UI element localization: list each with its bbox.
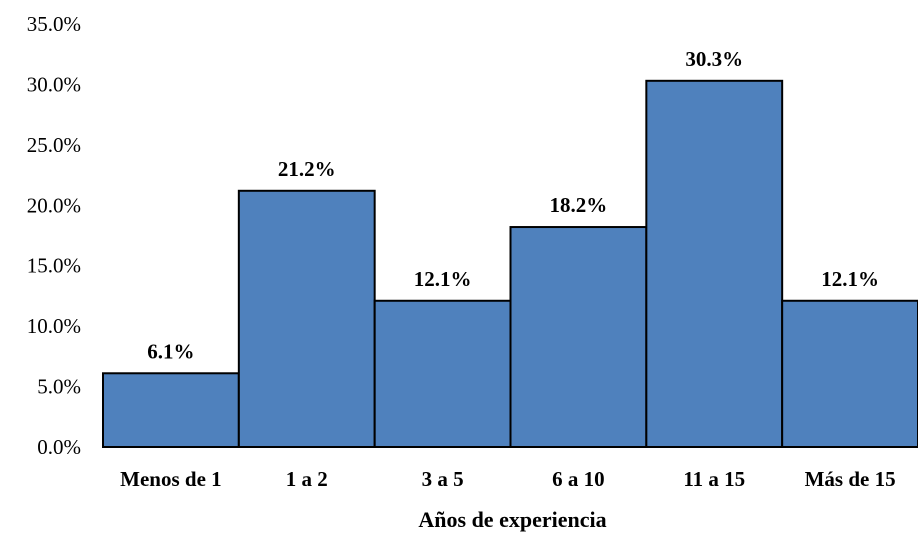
bar	[781, 299, 918, 448]
x-tick-label: Más de 15	[805, 467, 896, 491]
y-tick-label: 25.0%	[27, 133, 81, 157]
y-tick-label: 20.0%	[27, 193, 81, 217]
bars	[102, 79, 918, 448]
bar	[102, 372, 240, 448]
data-label: 6.1%	[147, 339, 194, 363]
x-axis-title: Años de experiencia	[418, 507, 606, 532]
y-axis-ticks: 0.0% 5.0% 10.0% 15.0% 20.0% 25.0% 30.0% 35.0%	[27, 12, 81, 459]
bar	[373, 299, 512, 448]
bar	[509, 226, 648, 448]
data-labels: 6.1% 21.2% 12.1% 18.2% 30.3% 12.1%	[147, 47, 879, 363]
y-tick-label: 10.0%	[27, 314, 81, 338]
y-tick-label: 5.0%	[37, 375, 81, 399]
data-label: 12.1%	[414, 267, 472, 291]
category-labels: Menos de 1 1 a 2 3 a 5 6 a 10 11 a 15 Más de …	[120, 467, 895, 491]
bar	[237, 189, 376, 448]
y-tick-label: 0.0%	[37, 435, 81, 459]
data-label: 30.3%	[685, 47, 743, 71]
y-tick-label: 35.0%	[27, 12, 81, 36]
y-tick-label: 30.0%	[27, 72, 81, 96]
data-label: 21.2%	[278, 157, 336, 181]
x-tick-label: 6 a 10	[552, 467, 605, 491]
x-tick-label: Menos de 1	[120, 467, 222, 491]
x-tick-label: 3 a 5	[422, 467, 464, 491]
bar	[645, 79, 784, 448]
data-label: 12.1%	[821, 267, 879, 291]
x-tick-label: 1 a 2	[286, 467, 328, 491]
data-label: 18.2%	[550, 193, 608, 217]
y-tick-label: 15.0%	[27, 254, 81, 278]
x-tick-label: 11 a 15	[683, 467, 745, 491]
